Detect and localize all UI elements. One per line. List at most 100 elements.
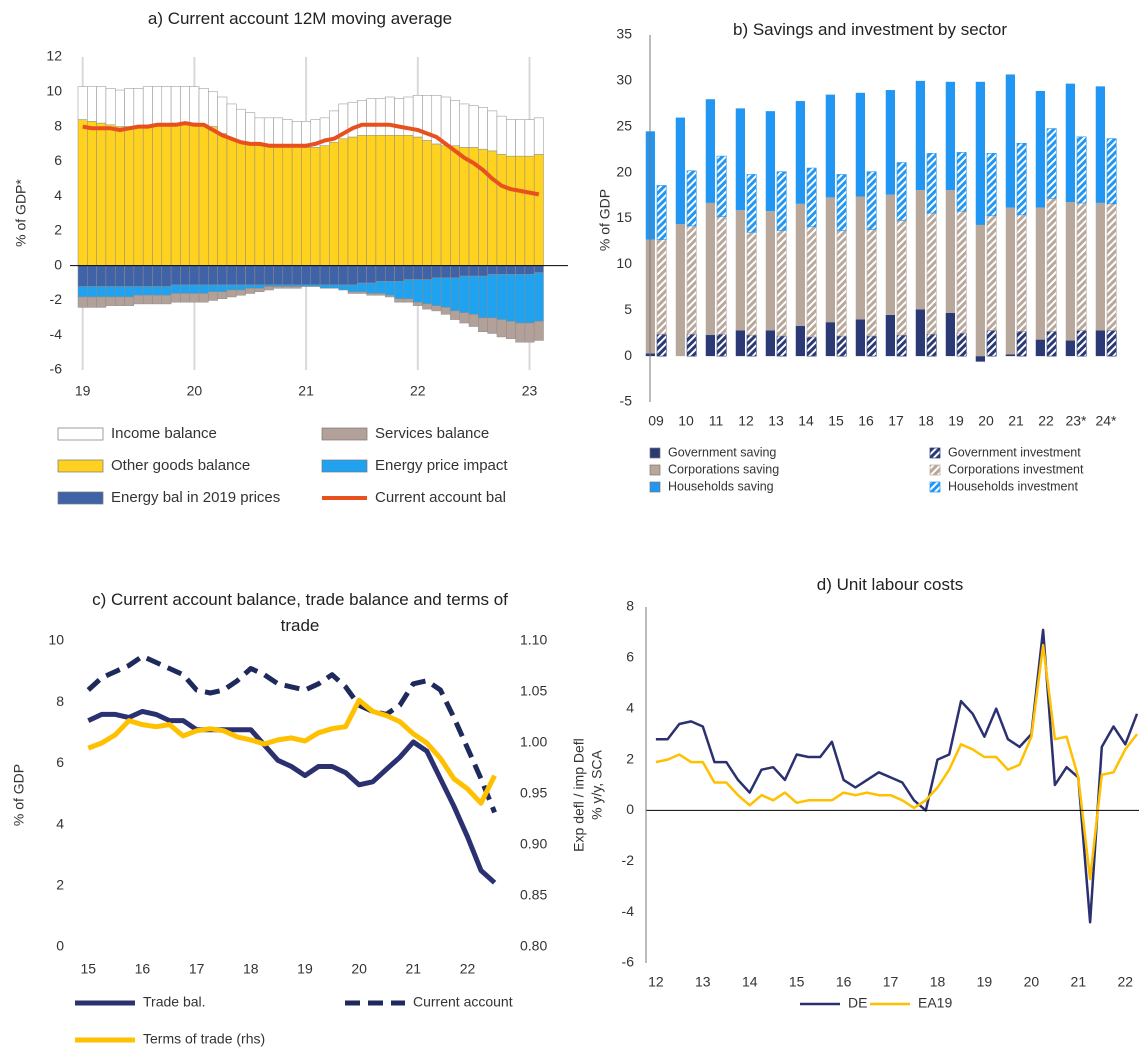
bar [1076, 136, 1087, 204]
legend-label: Other goods balance [111, 457, 250, 474]
bar [133, 294, 144, 305]
x-tick-label: 19 [75, 383, 91, 399]
bar [96, 122, 107, 266]
bar [440, 277, 451, 308]
y2-tick-label: 1.05 [520, 683, 547, 699]
bar [776, 171, 787, 231]
bar [487, 150, 498, 266]
bar [180, 293, 190, 303]
bar [114, 265, 125, 287]
bar [273, 265, 284, 286]
bar [124, 286, 135, 298]
bar [422, 140, 433, 266]
bar [236, 284, 246, 291]
bar [161, 265, 172, 287]
bar [198, 88, 209, 126]
bar [795, 325, 805, 357]
x-tick-label: 24* [1095, 413, 1117, 429]
bar [478, 275, 488, 319]
bar [1095, 86, 1105, 203]
legend-label: EA19 [918, 995, 952, 1011]
bar [776, 230, 787, 337]
bar [468, 275, 479, 315]
bar [945, 190, 955, 314]
x-tick-label: 18 [930, 974, 946, 990]
bar [189, 265, 200, 286]
bar [329, 284, 339, 289]
legend-label: Households saving [668, 479, 774, 493]
bar [765, 211, 775, 331]
bar [825, 322, 835, 357]
y-tick-label: 4 [54, 187, 62, 203]
bar [524, 155, 535, 266]
bar [1106, 330, 1117, 357]
bar [1035, 90, 1045, 208]
bar [896, 334, 907, 357]
bar [217, 265, 228, 286]
y-tick-label: 5 [624, 301, 632, 317]
bar [1035, 339, 1045, 357]
legend-swatch [649, 464, 661, 476]
x-tick-label: 17 [888, 413, 904, 429]
bar [273, 284, 284, 287]
bar [956, 210, 967, 334]
bar [77, 286, 88, 298]
y-axis-label: % of GDP [597, 189, 613, 251]
y-axis-label: % y/y, SCA [589, 749, 605, 819]
bar [675, 224, 685, 357]
bar [273, 145, 284, 266]
bar [866, 335, 877, 357]
bar [236, 289, 246, 296]
bar [915, 309, 925, 357]
bar [329, 265, 339, 286]
bar [478, 317, 488, 332]
bar [198, 284, 209, 294]
bar [524, 265, 535, 275]
y-tick-label: 15 [616, 209, 632, 225]
bar [1016, 214, 1027, 332]
bar [226, 103, 237, 139]
bar [478, 265, 488, 277]
bar [375, 293, 386, 296]
bar [533, 321, 544, 341]
bar [161, 124, 172, 266]
legend-label: Corporations saving [668, 462, 779, 476]
y-tick-label: 0 [54, 256, 62, 272]
y-tick-label: 6 [54, 152, 62, 168]
y2-tick-label: 1.00 [520, 734, 547, 750]
y2-tick-label: 0.90 [520, 836, 547, 852]
y-tick-label: -2 [622, 852, 635, 868]
bar [189, 284, 200, 294]
y2-tick-label: 1.10 [520, 632, 547, 648]
x-tick-label: 21 [1071, 974, 1087, 990]
bar [105, 296, 116, 306]
bar [1016, 331, 1027, 357]
bar [208, 291, 218, 301]
bar [515, 119, 526, 157]
legend-label: Energy bal in 2019 prices [111, 489, 280, 506]
x-tick-label: 16 [858, 413, 874, 429]
bar [217, 96, 228, 134]
y-tick-label: -4 [50, 326, 63, 342]
x-tick-label: 20 [978, 413, 994, 429]
bar [87, 296, 97, 308]
bar [459, 312, 470, 324]
bar [254, 284, 265, 289]
bar [975, 224, 985, 357]
bar [468, 105, 479, 148]
y2-tick-label: 0.95 [520, 785, 547, 801]
bar [142, 294, 153, 305]
bar [152, 124, 163, 266]
bar [459, 147, 470, 266]
bar [836, 230, 847, 337]
bar [347, 265, 358, 286]
bar [273, 117, 284, 146]
bar [986, 153, 997, 217]
bar [347, 291, 358, 294]
x-tick-label: 19 [297, 961, 313, 977]
bar [403, 265, 414, 280]
bar [1076, 202, 1087, 331]
bar [310, 147, 321, 266]
bar [896, 162, 907, 221]
bar [956, 332, 967, 357]
